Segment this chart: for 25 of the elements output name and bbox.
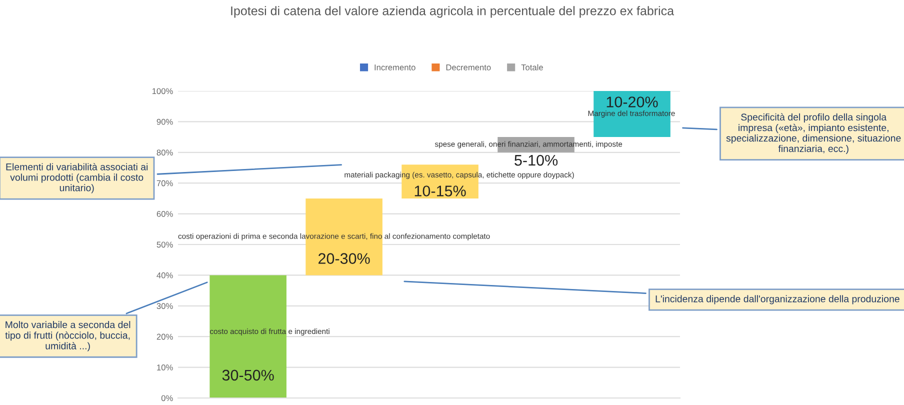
- y-tick-label: 60%: [156, 211, 173, 217]
- annotation: 10-15%: [414, 186, 466, 196]
- text: Specificità del profilo della singola impresa («età», impianto esistente, specializzazione, dimensione, situazione finanziaria, ecc.): [726, 113, 901, 154]
- y-tick-label: 0%: [161, 395, 173, 402]
- annotation: 5-10%: [514, 154, 558, 166]
- y-tick-label: 50%: [156, 242, 173, 248]
- chart-title: Ipotesi di catena del valore azienda agricola in percentuale del prezzo ex fabrica: [231, 6, 674, 18]
- annotation: 10-20%: [606, 96, 658, 108]
- y-tick-label: 30%: [156, 303, 173, 309]
- y-tick-label: 90%: [156, 118, 173, 125]
- y-tick-label: 40%: [156, 272, 173, 278]
- annotation: L'incidenza dipende dall'organizzazione della produzione: [656, 295, 900, 304]
- text: Molto variabile a seconda del tipo di frutti (nòcciolo, buccia, umidità ...): [5, 321, 130, 352]
- y-tick-label: 20%: [156, 334, 173, 340]
- legend-label: Incremento: [374, 64, 416, 70]
- annotation: 30-50%: [222, 370, 274, 381]
- bar: [210, 275, 286, 398]
- legend-label: Totale: [521, 64, 543, 70]
- annotation: 20-30%: [318, 253, 370, 264]
- legend-label: Decremento: [446, 64, 491, 70]
- y-tick-label: 80%: [156, 150, 173, 156]
- y-tick-label: 70%: [156, 180, 173, 186]
- text: Elementi di variabilità associati ai volumi prodotti (cambia il costo unitario): [6, 163, 148, 194]
- y-tick-label: 10%: [157, 364, 173, 370]
- y-tick-label: 100%: [152, 88, 173, 94]
